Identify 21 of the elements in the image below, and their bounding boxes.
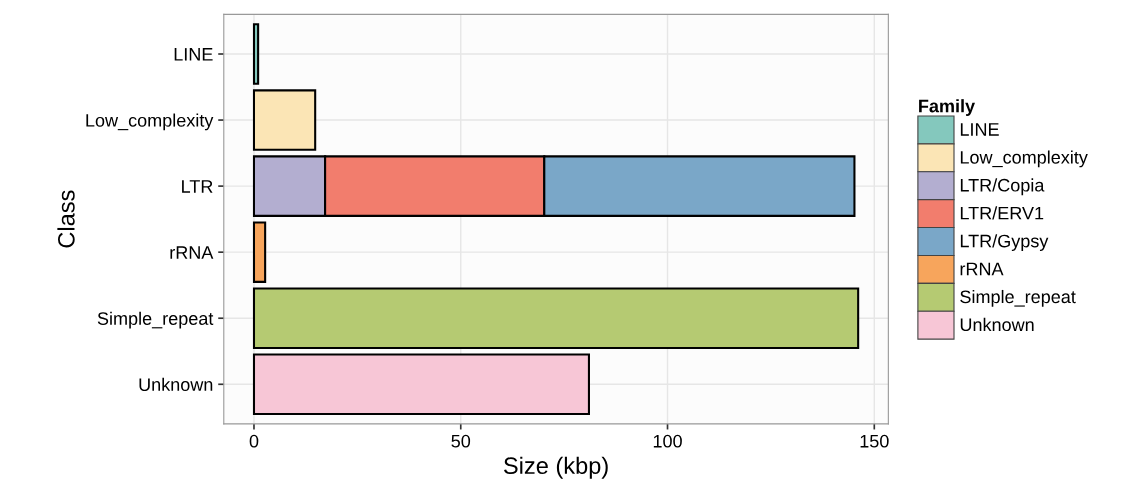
x-tick-label: 50 bbox=[451, 434, 471, 448]
y-tick-label: Low_complexity bbox=[86, 113, 214, 131]
x-tick-label: 100 bbox=[653, 434, 682, 448]
legend-label: LTR/Copia bbox=[960, 178, 1045, 196]
y-tick-label: LTR bbox=[182, 180, 213, 193]
y-tick-label: LINE bbox=[174, 48, 213, 61]
legend-label: rRNA bbox=[960, 262, 1004, 276]
legend-label: LTR/ERV1 bbox=[960, 206, 1044, 220]
legend-label: Simple_repeat bbox=[960, 289, 1076, 307]
legend-title: Family bbox=[919, 99, 975, 116]
legend-label: Low_complexity bbox=[960, 150, 1088, 168]
y-tick-label: Unknown bbox=[139, 377, 213, 391]
y-axis-title: Class bbox=[57, 190, 75, 248]
legend-label: LINE bbox=[960, 123, 999, 136]
legend-label: Unknown bbox=[960, 317, 1034, 332]
x-tick-label: 0 bbox=[249, 434, 259, 448]
y-tick-label: Simple_repeat bbox=[97, 311, 214, 329]
legend-label: LTR/Gypsy bbox=[960, 234, 1049, 251]
y-tick-label: rRNA bbox=[170, 246, 214, 259]
x-axis-title: Size (kbp) bbox=[504, 456, 608, 479]
x-tick-label: 150 bbox=[860, 434, 889, 448]
